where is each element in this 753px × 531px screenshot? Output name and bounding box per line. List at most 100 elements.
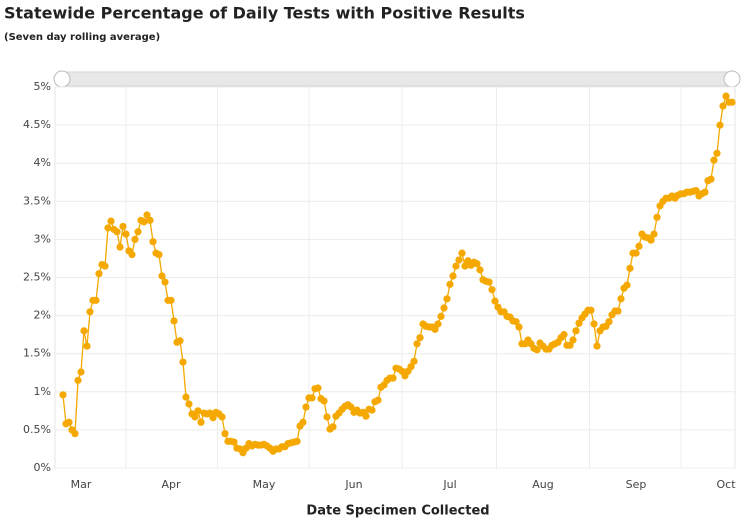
- point: [161, 278, 169, 286]
- point: [623, 281, 631, 289]
- point: [713, 149, 721, 157]
- point: [143, 211, 151, 219]
- x-tick-label: Jul: [442, 478, 456, 491]
- point: [83, 342, 91, 350]
- point: [692, 187, 700, 195]
- slider-handle-left[interactable]: [53, 70, 71, 88]
- point: [122, 230, 130, 238]
- point: [569, 336, 577, 344]
- x-tick-label: Apr: [161, 478, 181, 491]
- point: [323, 413, 331, 421]
- point: [167, 296, 175, 304]
- point: [218, 413, 226, 421]
- point: [437, 312, 445, 320]
- point: [707, 175, 715, 183]
- point: [368, 406, 376, 414]
- point: [104, 224, 112, 232]
- point: [74, 376, 82, 384]
- point: [617, 295, 625, 303]
- y-tick-label: 1.5%: [23, 347, 51, 360]
- point: [146, 216, 154, 224]
- point: [626, 264, 634, 272]
- point: [101, 262, 109, 270]
- point: [59, 391, 67, 399]
- x-tick-label: Jun: [344, 478, 362, 491]
- point: [647, 236, 655, 244]
- point: [449, 272, 457, 280]
- point: [458, 249, 466, 257]
- chart-subtitle: (Seven day rolling average): [4, 32, 160, 43]
- point: [71, 430, 79, 438]
- point: [719, 102, 727, 110]
- slider-handle-right[interactable]: [723, 70, 741, 88]
- point: [128, 251, 136, 259]
- point: [515, 323, 523, 331]
- point: [299, 418, 307, 426]
- point: [488, 286, 496, 294]
- point: [302, 403, 310, 411]
- x-tick-label: Aug: [532, 478, 553, 491]
- x-tick-label: Oct: [716, 478, 736, 491]
- point: [170, 317, 178, 325]
- point: [293, 437, 301, 445]
- point: [533, 346, 541, 354]
- point: [149, 238, 157, 246]
- point: [374, 396, 382, 404]
- point: [314, 384, 322, 392]
- point: [485, 278, 493, 286]
- point: [140, 218, 148, 226]
- point: [347, 403, 355, 411]
- point: [131, 235, 139, 243]
- point: [77, 368, 85, 376]
- y-tick-label: 1%: [34, 385, 51, 398]
- point: [593, 342, 601, 350]
- point: [134, 228, 142, 236]
- point: [491, 297, 499, 305]
- point: [221, 430, 229, 438]
- y-tick-label: 2.5%: [23, 271, 51, 284]
- point: [572, 327, 580, 335]
- point: [197, 418, 205, 426]
- point: [728, 98, 736, 106]
- point: [614, 307, 622, 315]
- point: [452, 262, 460, 270]
- point: [710, 156, 718, 164]
- point: [650, 230, 658, 238]
- point: [410, 357, 418, 365]
- chart-title: Statewide Percentage of Daily Tests with…: [4, 4, 525, 23]
- point: [416, 334, 424, 342]
- x-tick-label: May: [253, 478, 276, 491]
- x-axis-title: Date Specimen Collected: [306, 504, 489, 519]
- point: [194, 407, 202, 415]
- point: [179, 358, 187, 366]
- y-tick-label: 4%: [34, 156, 51, 169]
- point: [566, 341, 574, 349]
- point: [722, 92, 730, 100]
- point: [632, 249, 640, 257]
- point: [95, 270, 103, 278]
- point: [65, 418, 73, 426]
- y-tick-label: 4.5%: [23, 118, 51, 131]
- point: [329, 423, 337, 431]
- point: [434, 320, 442, 328]
- point: [230, 438, 238, 446]
- range-slider[interactable]: [61, 71, 733, 87]
- point: [575, 319, 583, 327]
- point: [461, 262, 469, 270]
- point: [320, 397, 328, 405]
- point: [308, 394, 316, 402]
- point: [176, 337, 184, 345]
- x-tick-label: Mar: [71, 478, 92, 491]
- point: [362, 412, 370, 420]
- point: [653, 213, 661, 221]
- point: [86, 308, 94, 316]
- y-tick-label: 3.5%: [23, 194, 51, 207]
- point: [119, 222, 127, 231]
- point: [635, 242, 643, 250]
- point: [185, 400, 193, 408]
- point: [389, 374, 397, 382]
- x-tick-label: Sep: [626, 478, 647, 491]
- y-tick-label: 3%: [34, 232, 51, 245]
- point: [473, 260, 481, 268]
